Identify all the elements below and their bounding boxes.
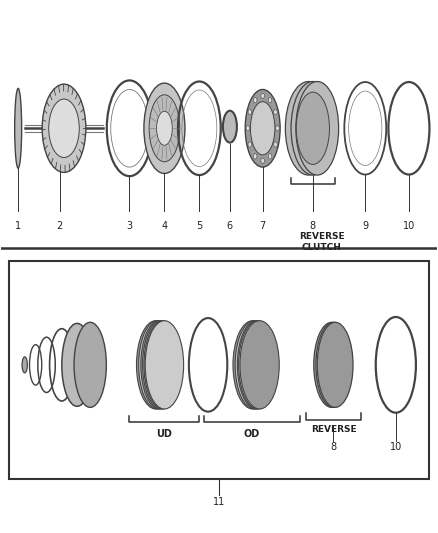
Bar xyxy=(10,261,428,479)
Ellipse shape xyxy=(156,111,172,146)
Ellipse shape xyxy=(286,82,332,175)
Text: 4: 4 xyxy=(161,221,167,231)
Ellipse shape xyxy=(261,158,265,164)
Text: REVERSE
CLUTCH: REVERSE CLUTCH xyxy=(299,232,344,252)
Text: 2: 2 xyxy=(57,221,63,231)
Ellipse shape xyxy=(235,321,274,409)
Ellipse shape xyxy=(233,321,272,409)
Ellipse shape xyxy=(144,321,181,409)
Ellipse shape xyxy=(316,322,351,407)
Text: OD: OD xyxy=(244,429,260,439)
Text: 6: 6 xyxy=(227,221,233,231)
Ellipse shape xyxy=(254,154,257,159)
Ellipse shape xyxy=(291,82,335,175)
Ellipse shape xyxy=(223,111,237,143)
Ellipse shape xyxy=(246,126,250,131)
Text: UD: UD xyxy=(156,429,173,439)
Ellipse shape xyxy=(245,90,280,167)
Ellipse shape xyxy=(296,82,339,175)
Ellipse shape xyxy=(296,92,329,165)
Ellipse shape xyxy=(239,321,277,409)
Ellipse shape xyxy=(143,321,179,409)
Ellipse shape xyxy=(248,142,251,147)
Ellipse shape xyxy=(139,321,176,409)
Ellipse shape xyxy=(248,109,251,115)
Ellipse shape xyxy=(237,321,275,409)
Text: 1: 1 xyxy=(15,221,21,231)
Ellipse shape xyxy=(144,83,185,173)
Text: 11: 11 xyxy=(213,497,225,507)
Ellipse shape xyxy=(141,321,177,409)
Ellipse shape xyxy=(240,321,279,409)
Text: 5: 5 xyxy=(196,221,202,231)
Ellipse shape xyxy=(49,99,79,158)
Ellipse shape xyxy=(14,88,21,168)
Ellipse shape xyxy=(268,98,272,103)
Text: 7: 7 xyxy=(260,221,266,231)
Ellipse shape xyxy=(276,126,279,131)
Ellipse shape xyxy=(137,321,175,409)
Ellipse shape xyxy=(149,95,180,162)
Ellipse shape xyxy=(62,324,92,406)
Ellipse shape xyxy=(22,357,27,373)
Ellipse shape xyxy=(254,98,257,103)
Text: REVERSE: REVERSE xyxy=(311,425,357,434)
Ellipse shape xyxy=(42,84,86,172)
Text: 10: 10 xyxy=(403,221,415,231)
Ellipse shape xyxy=(74,322,106,407)
Text: 10: 10 xyxy=(390,442,402,453)
Ellipse shape xyxy=(145,321,184,409)
Ellipse shape xyxy=(314,322,350,407)
Ellipse shape xyxy=(268,154,272,159)
Ellipse shape xyxy=(251,102,275,155)
Text: 3: 3 xyxy=(127,221,133,231)
Ellipse shape xyxy=(261,93,265,99)
Text: 8: 8 xyxy=(310,221,316,231)
Text: 8: 8 xyxy=(330,442,336,453)
Ellipse shape xyxy=(274,142,277,147)
Ellipse shape xyxy=(317,322,353,407)
Ellipse shape xyxy=(274,109,277,115)
Text: 9: 9 xyxy=(362,221,368,231)
